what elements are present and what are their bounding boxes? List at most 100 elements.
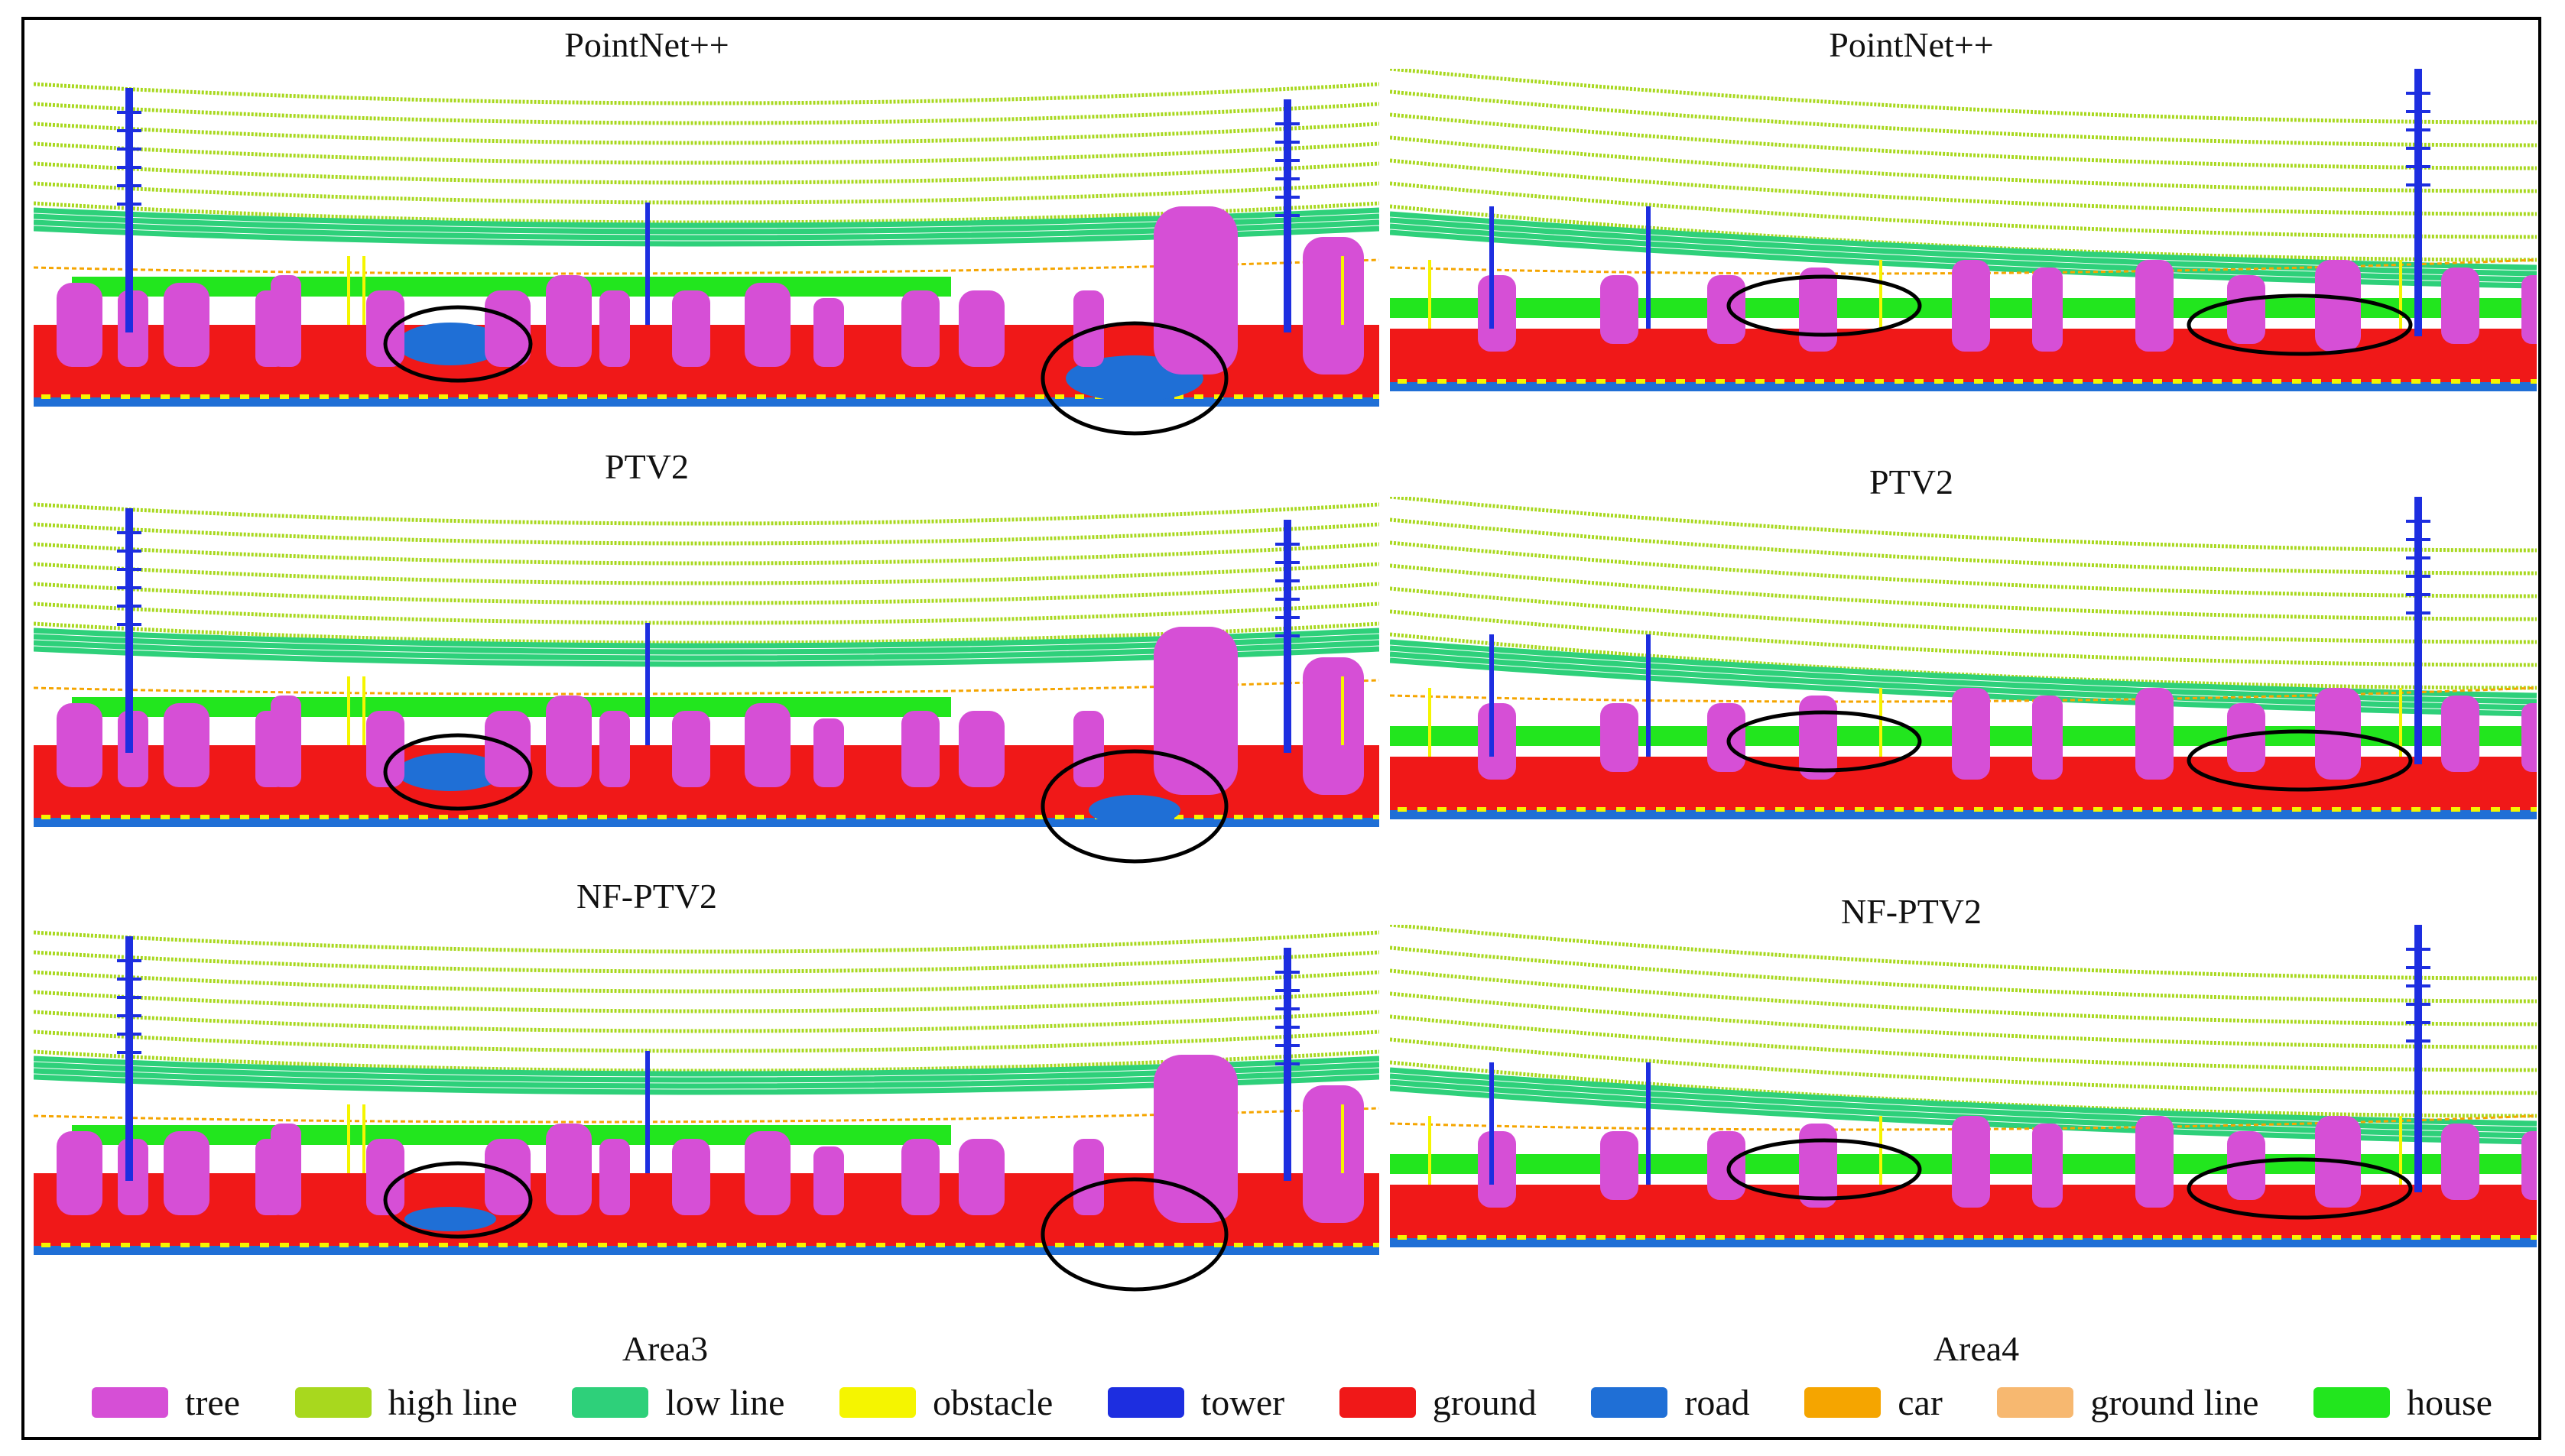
high-line-wire (34, 82, 1379, 105)
obstacle-point (677, 394, 687, 399)
obstacle-point (618, 815, 627, 819)
obstacle-point (41, 815, 50, 819)
obstacle-point (1994, 1235, 2003, 1240)
tree (1952, 688, 1990, 780)
tree (164, 283, 209, 367)
legend-swatch-car (1804, 1387, 1882, 1418)
obstacle-point (976, 394, 985, 399)
high-line-wire (1390, 158, 2537, 216)
obstacle-point (1075, 394, 1084, 399)
obstacle-point (1194, 1243, 1203, 1247)
obstacle-point (1775, 379, 1784, 384)
obstacle-point (2431, 1235, 2440, 1240)
legend-label-tower: tower (1200, 1382, 1285, 1423)
obstacle-point (1313, 1243, 1323, 1247)
obstacle-point (1055, 815, 1064, 819)
obstacle-point (817, 815, 826, 819)
legend-swatch-obstacle (839, 1387, 917, 1418)
obstacle-point (2213, 807, 2222, 812)
pole (1428, 1116, 1431, 1185)
road-strip (34, 397, 1379, 407)
obstacle-point (1417, 807, 1427, 812)
panel-area4-nfptv2 (1390, 925, 2537, 1299)
obstacle-point (200, 1243, 209, 1247)
obstacle-point (2093, 379, 2102, 384)
legend-swatch-house (2313, 1387, 2390, 1418)
obstacle-point (1095, 1243, 1104, 1247)
obstacle-point (1855, 1235, 1864, 1240)
tree (1600, 275, 1638, 344)
obstacle-point (1234, 1243, 1243, 1247)
obstacle-point (1596, 807, 1606, 812)
high-line-wire (1390, 497, 2537, 553)
obstacle-point (1855, 379, 1864, 384)
tree (813, 1146, 844, 1215)
small-tower (645, 623, 650, 745)
tree (2441, 268, 2479, 344)
obstacle-point (1254, 815, 1263, 819)
obstacle-point (200, 394, 209, 399)
obstacle-point (1656, 807, 1665, 812)
obstacle-point (2153, 1235, 2162, 1240)
pole (1879, 260, 1882, 329)
tree (2032, 268, 2063, 352)
obstacle-point (2093, 807, 2102, 812)
obstacle-point (399, 815, 408, 819)
obstacle-point (777, 1243, 786, 1247)
road-patch (397, 323, 504, 365)
obstacle-point (1517, 379, 1526, 384)
obstacle-point (1075, 815, 1084, 819)
obstacle-point (180, 1243, 190, 1247)
legend-label-low-line: low line (665, 1382, 785, 1423)
obstacle-point (479, 815, 488, 819)
obstacle-point (2391, 807, 2401, 812)
pole (347, 676, 350, 745)
tree (57, 1131, 102, 1215)
obstacle-point (1353, 1243, 1362, 1247)
tree (672, 1139, 710, 1215)
obstacle-point (41, 1243, 50, 1247)
obstacle-point (1875, 1235, 1884, 1240)
obstacle-point (240, 1243, 249, 1247)
obstacle-point (1294, 1243, 1303, 1247)
obstacle-point (2431, 807, 2440, 812)
small-tower (1489, 206, 1494, 329)
obstacle-point (2511, 807, 2520, 812)
obstacle-point (2133, 379, 2142, 384)
high-line-wire (1390, 112, 2537, 170)
tree (1303, 1085, 1364, 1223)
obstacle-point (697, 815, 706, 819)
high-line-wire (1390, 945, 2537, 1004)
obstacle-point (1636, 807, 1645, 812)
tree (271, 696, 301, 787)
tree (366, 1139, 404, 1215)
obstacle-point (896, 815, 905, 819)
small-tower (645, 1051, 650, 1173)
obstacle-point (1954, 379, 1963, 384)
tree (546, 696, 592, 787)
obstacle-point (657, 1243, 667, 1247)
obstacle-point (1075, 1243, 1084, 1247)
obstacle-point (1755, 807, 1765, 812)
high-line-wire (34, 1030, 1379, 1053)
obstacle-point (1994, 807, 2003, 812)
panel-area3-pointnet (34, 76, 1379, 451)
road-patch (397, 753, 504, 791)
obstacle-point (856, 1243, 865, 1247)
obstacle-point (1974, 379, 1983, 384)
small-tower (1646, 634, 1651, 757)
obstacle-point (101, 394, 110, 399)
obstacle-point (916, 815, 925, 819)
tree (485, 711, 531, 787)
transmission-tower (117, 88, 141, 332)
road-strip (1390, 1238, 2537, 1247)
tree (485, 1139, 531, 1215)
tree (1073, 1139, 1104, 1215)
obstacle-point (2332, 379, 2341, 384)
obstacle-point (1755, 1235, 1765, 1240)
obstacle-point (1537, 807, 1546, 812)
tree (745, 283, 791, 367)
obstacle-point (2372, 807, 2381, 812)
road-strip (1390, 382, 2537, 391)
tree (366, 711, 404, 787)
